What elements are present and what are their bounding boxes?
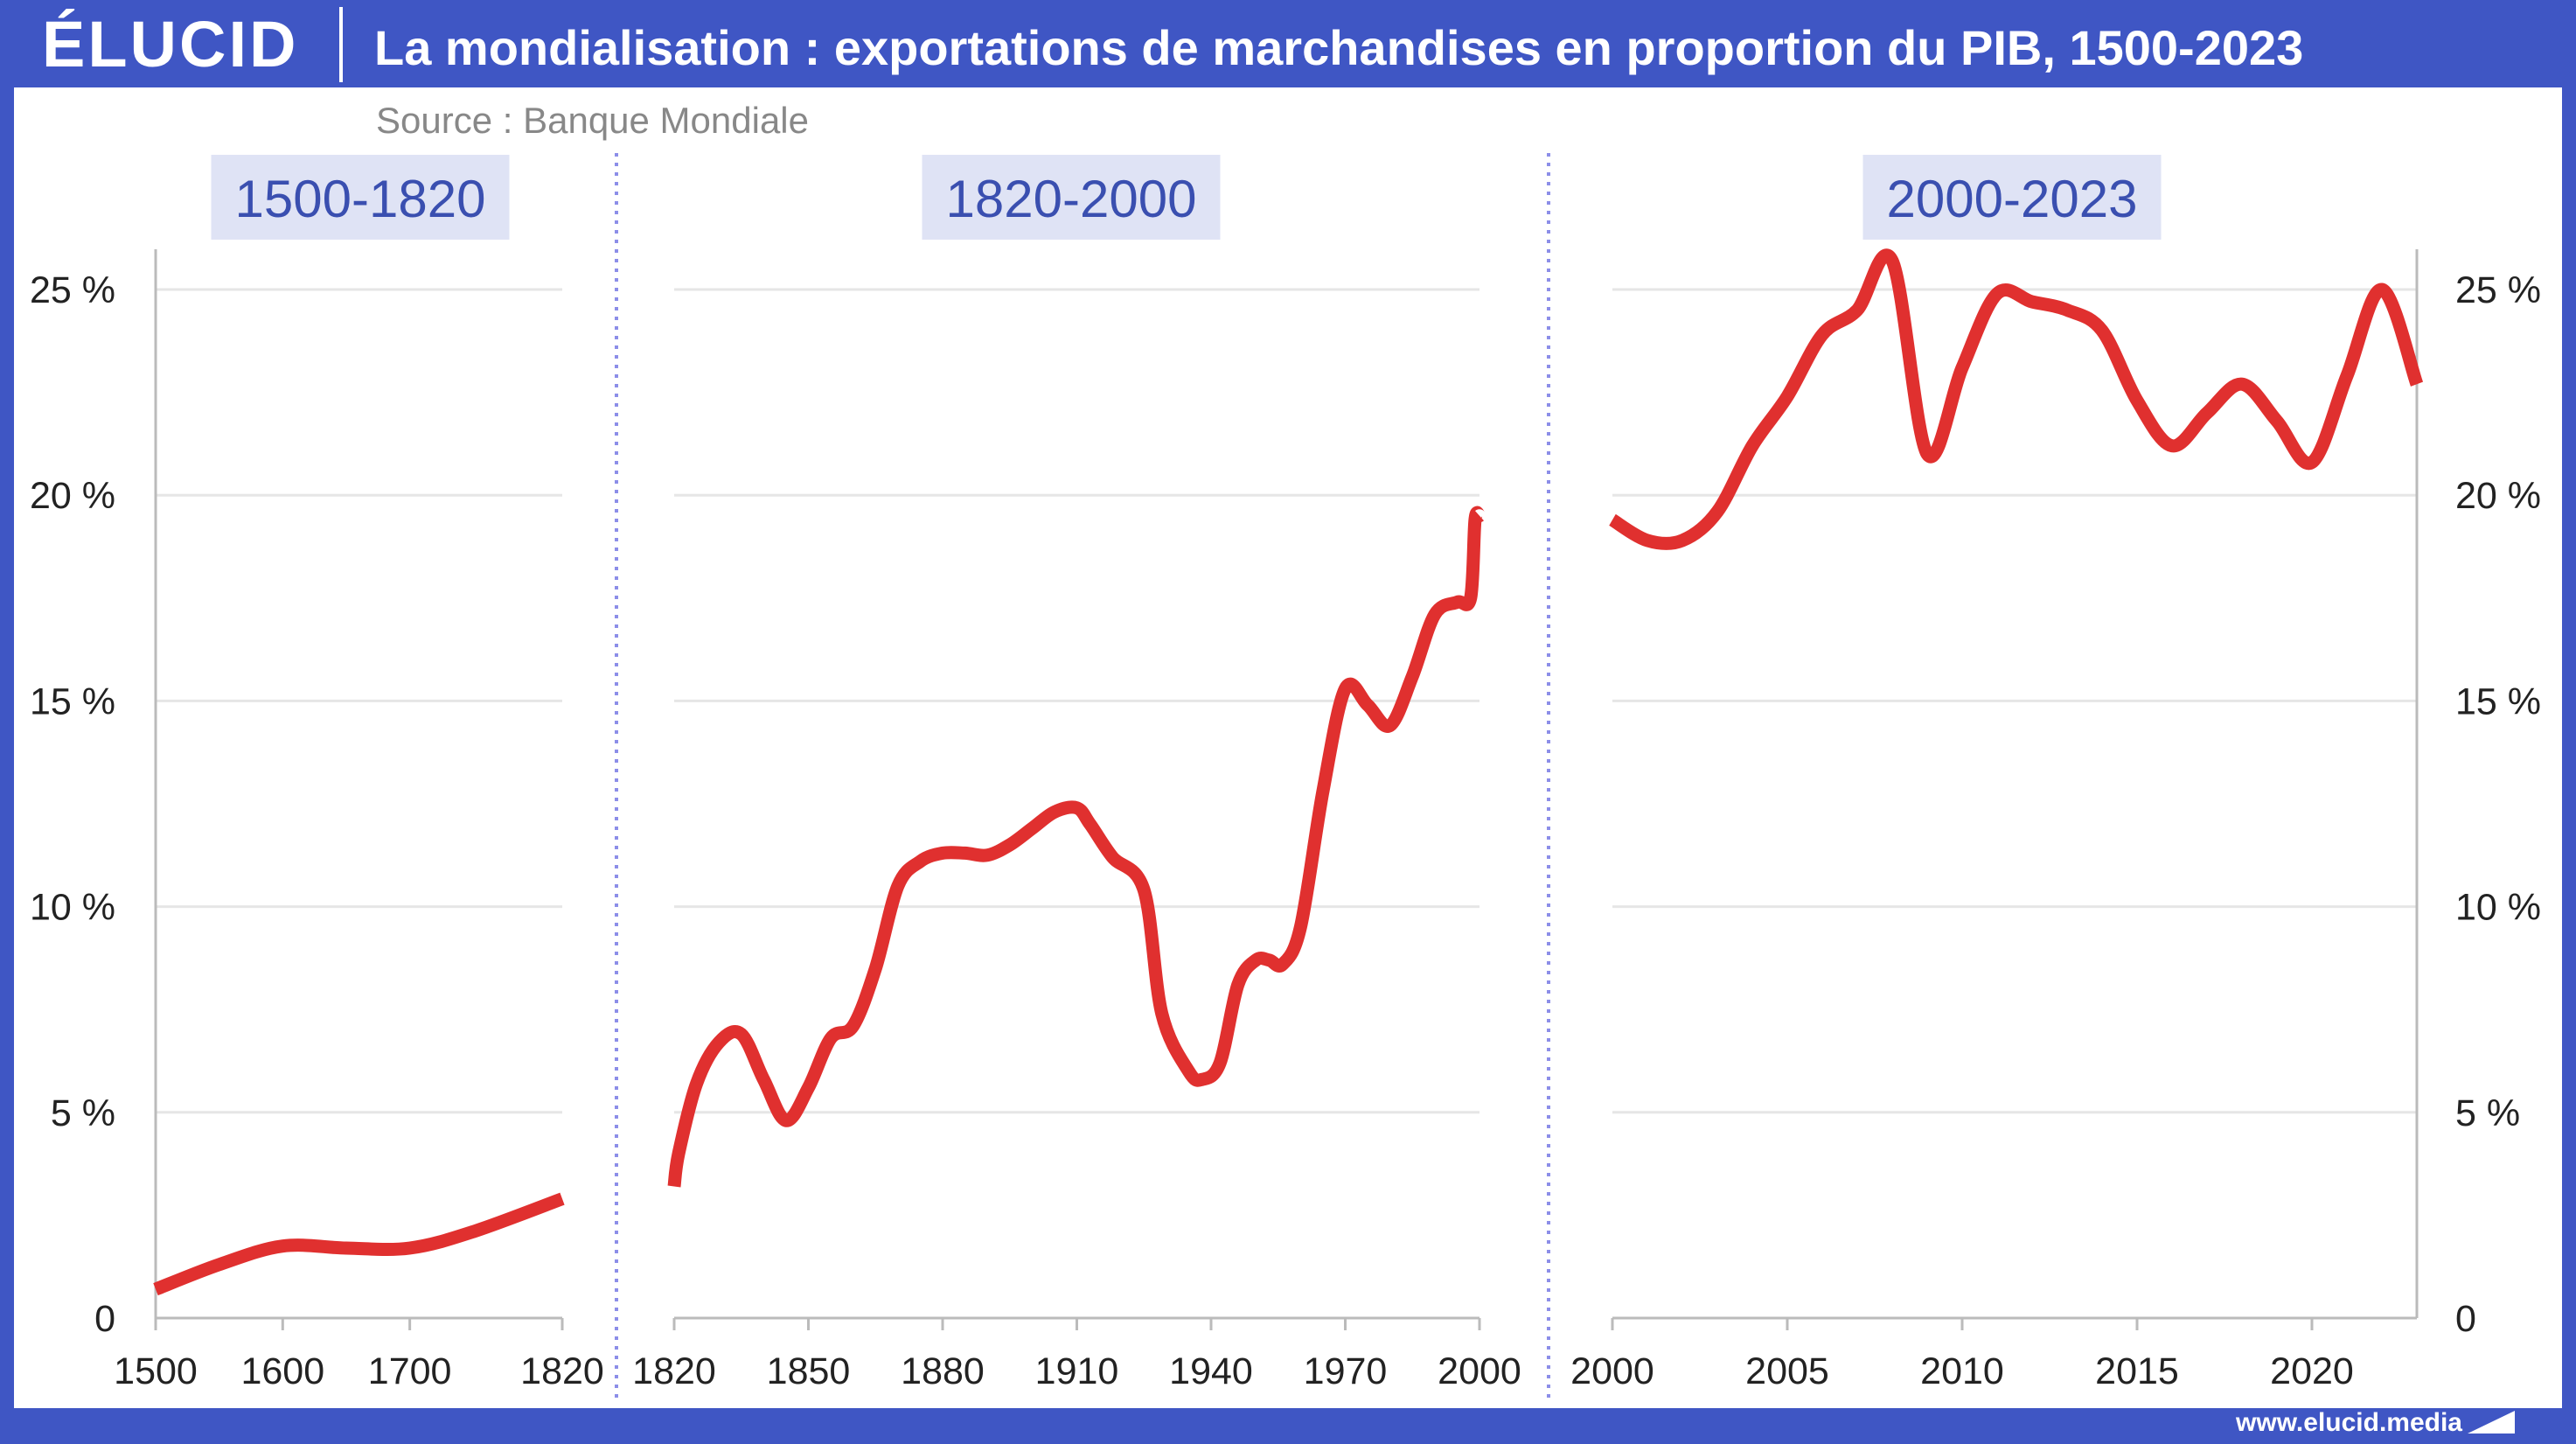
y-tick-label-right: 20 % xyxy=(2455,475,2541,517)
x-tick-label: 1700 xyxy=(368,1350,452,1392)
period-label: 2000-2023 xyxy=(1887,170,2138,228)
x-tick-label: 1880 xyxy=(901,1350,985,1392)
series-line-2000-2023 xyxy=(1608,248,2424,550)
x-tick-label: 2000 xyxy=(1438,1350,1521,1392)
y-tick-label-right: 0 xyxy=(2455,1298,2476,1340)
y-tick-label-left: 0 xyxy=(94,1298,115,1340)
x-tick-label: 1940 xyxy=(1169,1350,1253,1392)
x-tick-label: 2005 xyxy=(1745,1350,1829,1392)
x-tick-label: 1600 xyxy=(240,1350,324,1392)
x-tick-label: 1970 xyxy=(1304,1350,1388,1392)
elucid-logo[interactable]: ÉLUCID xyxy=(42,7,299,80)
y-tick-label-left: 15 % xyxy=(30,680,115,722)
header-divider xyxy=(339,7,343,82)
y-tick-label-left: 10 % xyxy=(30,887,115,929)
y-tick-label-right: 5 % xyxy=(2455,1092,2520,1134)
period-label: 1500-1820 xyxy=(235,170,486,228)
header-bar: ÉLUCID La mondialisation : exportations … xyxy=(0,0,2576,87)
x-tick-label: 2000 xyxy=(1570,1350,1654,1392)
chart-source: Source : Banque Mondiale xyxy=(376,100,809,141)
x-tick-label: 2010 xyxy=(1920,1350,2004,1392)
series-line-1500-1820 xyxy=(153,1192,565,1296)
period-label-background xyxy=(922,155,1221,240)
x-tick-label: 2015 xyxy=(2095,1350,2179,1392)
x-tick-label: 1500 xyxy=(114,1350,198,1392)
x-tick-label: 1820 xyxy=(520,1350,604,1392)
logo-mark-icon xyxy=(2468,1411,2515,1434)
period-label-background xyxy=(211,155,510,240)
chart-panel xyxy=(14,87,2562,1408)
x-tick-label: 1820 xyxy=(632,1350,716,1392)
period-label-background xyxy=(1862,155,2162,240)
series-line-1820-2000 xyxy=(667,506,1486,1188)
footer-url[interactable]: www.elucid.media xyxy=(2236,1408,2462,1437)
y-tick-label-left: 25 % xyxy=(30,269,115,311)
y-tick-label-left: 5 % xyxy=(51,1092,115,1134)
y-tick-label-left: 20 % xyxy=(30,475,115,517)
y-tick-label-right: 25 % xyxy=(2455,269,2541,311)
x-tick-label: 2020 xyxy=(2270,1350,2354,1392)
x-tick-label: 1850 xyxy=(767,1350,851,1392)
y-tick-label-right: 15 % xyxy=(2455,680,2541,722)
page-title: La mondialisation : exportations de marc… xyxy=(374,19,2304,75)
period-label: 1820-2000 xyxy=(946,170,1197,228)
y-tick-label-right: 10 % xyxy=(2455,887,2541,929)
x-tick-label: 1910 xyxy=(1035,1350,1119,1392)
